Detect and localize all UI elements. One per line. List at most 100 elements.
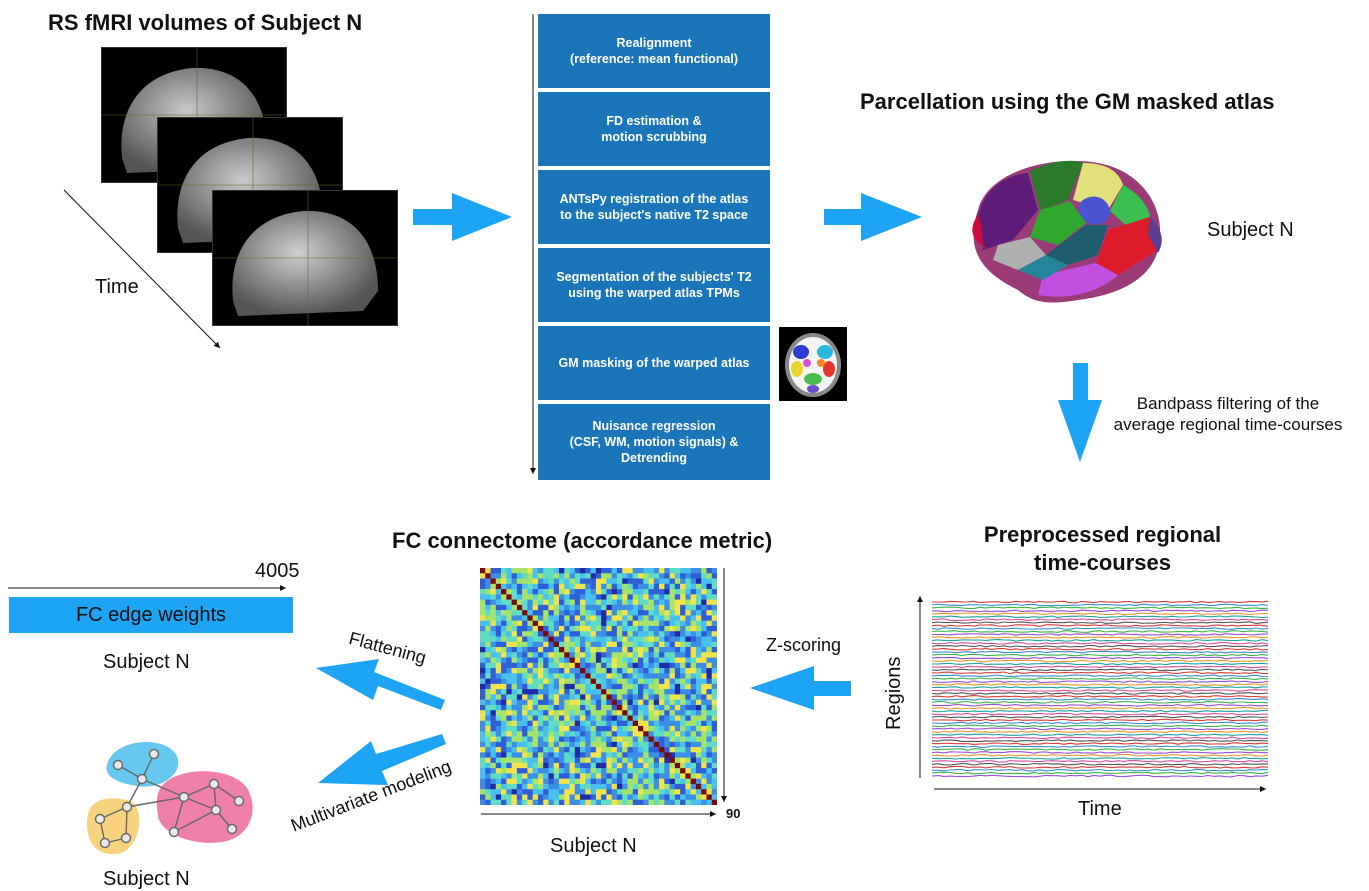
connectome-cell xyxy=(595,662,602,669)
timecourse-line xyxy=(932,618,1269,622)
connectome-cell xyxy=(527,578,533,585)
connectome-cell xyxy=(632,689,639,695)
connectome-cell xyxy=(611,599,618,606)
connectome-cell xyxy=(527,799,533,805)
connectome-cell xyxy=(490,573,497,579)
connectome-cell xyxy=(522,673,528,679)
connectome-cell xyxy=(711,720,717,727)
connectome-cell xyxy=(648,741,655,748)
connectome-cell xyxy=(611,578,618,585)
connectome-cell xyxy=(648,789,655,795)
connectome-cell xyxy=(690,789,697,795)
connectome-cell xyxy=(543,789,549,795)
connectome-cell xyxy=(627,657,634,664)
connectome-cell xyxy=(574,583,581,590)
connectome-cell xyxy=(669,683,676,690)
connectome-cell xyxy=(480,631,486,637)
connectome-cell xyxy=(664,720,670,727)
timecourse-line xyxy=(932,765,1269,769)
connectome-cell xyxy=(564,573,570,579)
connectome-cell xyxy=(564,731,570,737)
connectome-cell xyxy=(674,704,681,711)
connectome-cell xyxy=(638,747,644,753)
connectome-cell xyxy=(674,752,681,758)
timecourse-line xyxy=(932,703,1269,707)
connectome-cell xyxy=(674,604,681,611)
connectome-cell xyxy=(695,657,702,664)
connectome-cell xyxy=(669,689,676,695)
connectome-cell xyxy=(516,741,523,748)
connectome-cell xyxy=(627,662,634,669)
connectome-cell xyxy=(490,583,497,590)
timecourse-line xyxy=(932,603,1269,607)
connectome-cell xyxy=(616,699,623,706)
connectome-cell xyxy=(548,768,555,774)
connectome-cell xyxy=(532,610,539,616)
timecourse-line xyxy=(932,718,1269,722)
connectome-cell xyxy=(638,762,644,769)
connectome-cell xyxy=(569,578,576,585)
connectome-cell xyxy=(516,578,523,585)
connectome-cell xyxy=(564,625,570,632)
connectome-cell xyxy=(532,673,539,679)
connectome-cell xyxy=(585,799,591,805)
connectome-cell xyxy=(690,683,697,690)
connectome-cell xyxy=(595,799,602,805)
connectome-cell xyxy=(643,578,649,585)
connectome-cell xyxy=(580,689,586,695)
connectome-cell xyxy=(553,689,560,695)
connectome-cell xyxy=(669,568,676,574)
connectome-cell xyxy=(569,794,576,801)
connectome-cell xyxy=(485,568,491,574)
connectome-cell xyxy=(537,615,544,621)
connectome-cell xyxy=(638,662,644,669)
connectome-cell xyxy=(643,662,649,669)
connectome-cell xyxy=(522,620,528,627)
connectome-cell xyxy=(569,615,576,621)
connectome-cell xyxy=(537,636,544,643)
connectome-cell xyxy=(638,631,644,637)
connectome-cell xyxy=(706,726,713,732)
connectome-cell xyxy=(495,652,502,658)
connectome-cell xyxy=(543,599,549,606)
connectome-cell xyxy=(674,641,681,648)
connectome-cell xyxy=(511,710,518,716)
connectome-cell xyxy=(501,604,507,611)
connectome-cell xyxy=(543,668,549,674)
connectome-cell xyxy=(638,699,644,706)
connectome-cell xyxy=(632,652,639,658)
connectome-cell xyxy=(643,710,649,716)
connectome-cell xyxy=(527,625,533,632)
connectome-cell xyxy=(506,799,512,805)
connectome-cell xyxy=(480,673,486,679)
connectome-cell xyxy=(559,715,565,722)
connectome-cell xyxy=(548,720,555,727)
connectome-cell xyxy=(495,573,502,579)
connectome-cell xyxy=(664,741,670,748)
connectome-cell xyxy=(601,720,607,727)
connectome-cell xyxy=(680,720,686,727)
connectome-cell xyxy=(580,615,586,621)
connectome-cell xyxy=(606,683,612,690)
connectome-cell xyxy=(690,678,697,685)
connectome-cell xyxy=(648,668,655,674)
connectome-cell xyxy=(659,726,665,732)
connectome-cell xyxy=(616,689,623,695)
connectome-cell xyxy=(674,736,681,743)
connectome-cell xyxy=(638,625,644,632)
connectome-cell xyxy=(659,773,665,779)
connectome-cell xyxy=(537,799,544,805)
connectome-cell xyxy=(664,799,670,805)
connectome-cell xyxy=(711,599,717,606)
connectome-cell xyxy=(548,668,555,674)
connectome-cell xyxy=(569,589,576,595)
connectome-cell xyxy=(569,662,576,669)
connectome-cell xyxy=(559,583,565,590)
connectome-cell xyxy=(643,599,649,606)
connectome-cell xyxy=(495,678,502,685)
connectome-cell xyxy=(627,610,634,616)
connectome-cell xyxy=(574,573,581,579)
connectome-cell xyxy=(643,704,649,711)
connectome-cell xyxy=(648,757,655,764)
timecourse-line xyxy=(932,644,1269,648)
